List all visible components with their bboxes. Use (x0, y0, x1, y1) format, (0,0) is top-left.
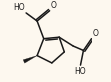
Text: HO: HO (14, 3, 25, 12)
Text: HO: HO (74, 67, 86, 76)
Text: O: O (92, 29, 98, 38)
Text: O: O (51, 1, 57, 10)
Polygon shape (23, 56, 37, 63)
